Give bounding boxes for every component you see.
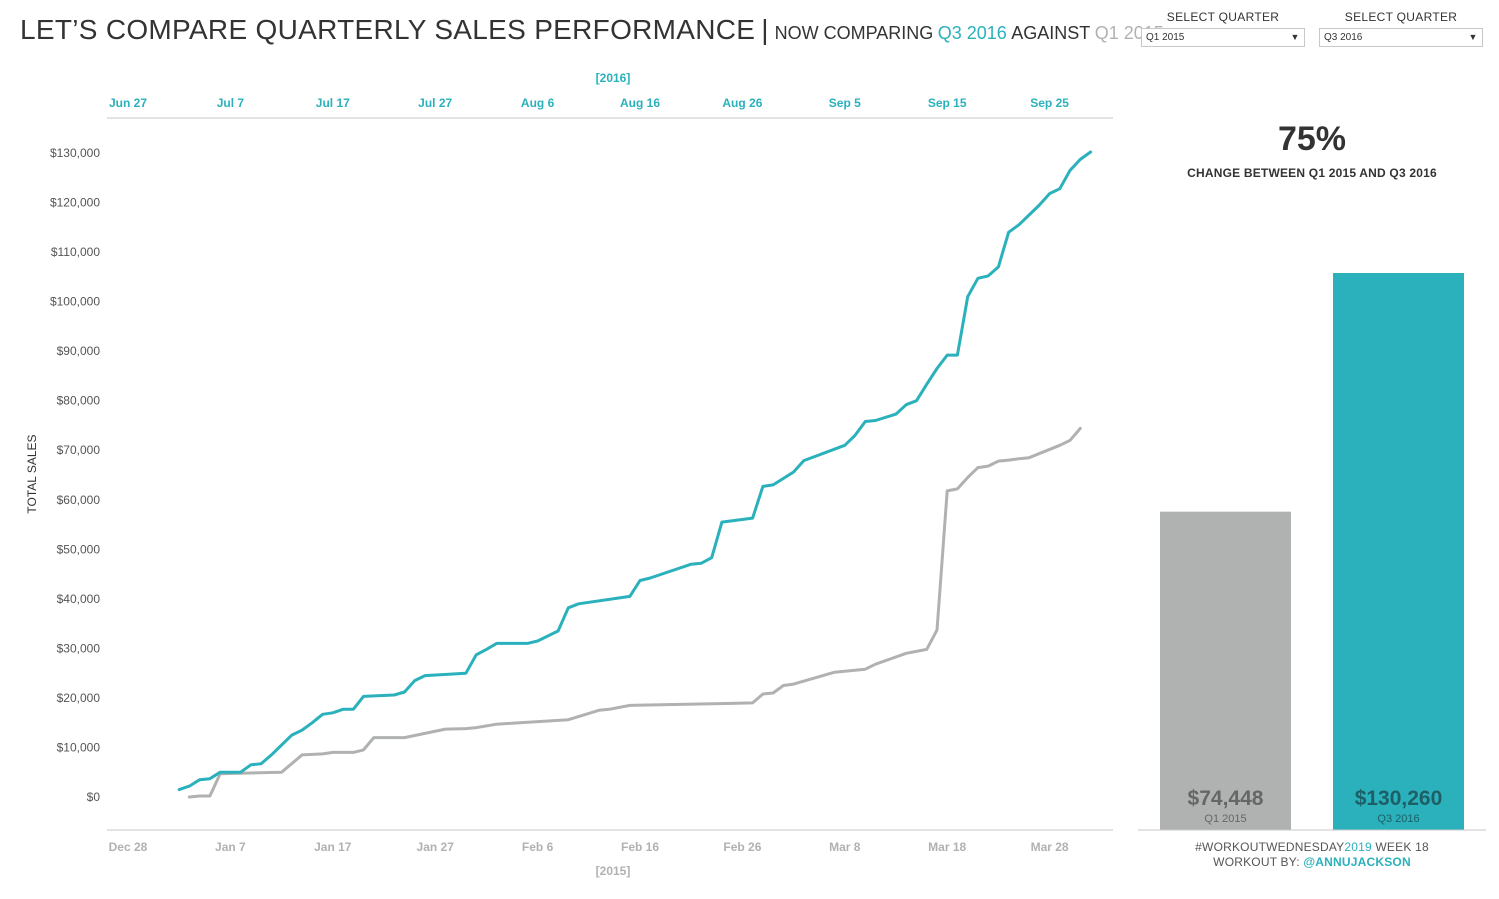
- top-x-tick-label: Jul 17: [316, 96, 350, 110]
- bottom-x-tick-label: Jan 7: [215, 840, 246, 854]
- quarter-total-bar-chart: $74,448 Q1 2015 $130,260 Q3 2016: [1138, 273, 1486, 831]
- bottom-x-tick-label: Feb 26: [723, 840, 761, 854]
- credits: #WORKOUTWEDNESDAY2019 WEEK 18 WORKOUT BY…: [1140, 840, 1484, 870]
- credits-line-1: #WORKOUTWEDNESDAY2019 WEEK 18: [1140, 840, 1484, 855]
- subtitle-mid: AGAINST: [1011, 23, 1091, 43]
- bottom-x-tick-label: Feb 6: [522, 840, 554, 854]
- current-quarter-value: Q3 2016: [1324, 32, 1363, 43]
- top-x-tick-label: Aug 6: [521, 96, 555, 110]
- bar-value-label: $74,448: [1188, 787, 1264, 810]
- bottom-x-tick-label: Mar 28: [1031, 840, 1069, 854]
- y-tick-label: $90,000: [57, 344, 101, 358]
- cumulative-sales-line-chart: $0 $10,000 $20,000 $30,000 $40,000 $50,000 $60…: [25, 71, 1113, 878]
- top-x-tick-label: Jul 27: [418, 96, 452, 110]
- bottom-x-tick-label: Dec 28: [109, 840, 148, 854]
- y-axis-label: TOTAL SALES: [25, 434, 39, 513]
- bottom-x-tick-label: Jan 27: [417, 840, 455, 854]
- series-line-compare-quarter: [187, 426, 1082, 799]
- bar-category-label: Q3 2016: [1377, 813, 1419, 825]
- bottom-x-tick-label: Mar 8: [829, 840, 861, 854]
- y-tick-label: $10,000: [57, 740, 101, 754]
- hashtag: #WORKOUTWEDNESDAY: [1195, 840, 1345, 854]
- select-quarter-label: SELECT QUARTER: [1166, 10, 1280, 24]
- dashboard-title: LET’S COMPARE QUARTERLY SALES PERFORMANC…: [20, 14, 1164, 46]
- subtitle-prefix: NOW COMPARING: [774, 23, 934, 43]
- compare-quarter-selector: SELECT QUARTER Q1 2015 ▼: [1141, 10, 1305, 47]
- top-x-tick-label: Sep 15: [928, 96, 967, 110]
- y-tick-label: $60,000: [57, 493, 101, 507]
- bottom-x-tick-label: Mar 18: [928, 840, 966, 854]
- compare-quarter-value: Q1 2015: [1146, 32, 1185, 43]
- author-prefix: WORKOUT BY:: [1213, 855, 1304, 869]
- bar-compare-quarter: [1160, 511, 1291, 830]
- kpi-percent-change: 75%: [1277, 120, 1347, 158]
- bottom-x-tick-label: Jan 17: [314, 840, 352, 854]
- kpi-label: CHANGE BETWEEN Q1 2015 AND Q3 2016: [1187, 166, 1437, 180]
- y-tick-label: $110,000: [51, 245, 100, 259]
- hashtag-year: 2019: [1344, 840, 1372, 854]
- top-x-tick-label: Sep 25: [1030, 96, 1069, 110]
- y-tick-label: $70,000: [57, 443, 101, 457]
- top-x-tick-label: Aug 16: [620, 96, 660, 110]
- author-handle-link[interactable]: @ANNUJACKSON: [1303, 855, 1411, 869]
- y-tick-label: $0: [87, 790, 101, 804]
- hashtag-week: WEEK 18: [1371, 840, 1429, 854]
- y-tick-label: $20,000: [57, 691, 101, 705]
- y-tick-label: $30,000: [57, 641, 101, 655]
- bar-value-label: $130,260: [1355, 787, 1443, 810]
- bar-category-label: Q1 2015: [1204, 813, 1246, 825]
- select-quarter-label: SELECT QUARTER: [1344, 10, 1458, 24]
- top-x-tick-label: Jun 27: [109, 96, 147, 110]
- y-tick-label: $40,000: [57, 592, 101, 606]
- chevron-down-icon[interactable]: ▼: [1468, 32, 1478, 42]
- top-axis-year-label: [2016]: [596, 71, 631, 85]
- title-separator: |: [761, 14, 769, 45]
- y-tick-label: $50,000: [57, 542, 101, 556]
- top-x-tick-label: Jul 7: [217, 96, 245, 110]
- page-title: LET’S COMPARE QUARTERLY SALES PERFORMANC…: [20, 14, 756, 45]
- bottom-x-tick-label: Feb 16: [621, 840, 659, 854]
- current-quarter-dropdown[interactable]: Q3 2016 ▼: [1319, 28, 1483, 47]
- current-quarter-selector: SELECT QUARTER Q3 2016 ▼: [1319, 10, 1483, 47]
- subtitle-current-quarter: Q3 2016: [937, 23, 1007, 43]
- credits-line-2: WORKOUT BY: @ANNUJACKSON: [1140, 855, 1484, 870]
- bar-current-quarter: [1333, 273, 1464, 830]
- top-x-tick-label: Aug 26: [722, 96, 762, 110]
- y-tick-label: $100,000: [50, 295, 100, 309]
- bottom-axis-year-label: [2015]: [596, 864, 631, 878]
- chevron-down-icon[interactable]: ▼: [1290, 32, 1300, 42]
- y-tick-label: $130,000: [50, 146, 100, 160]
- series-line-current-quarter: [177, 150, 1093, 792]
- compare-quarter-dropdown[interactable]: Q1 2015 ▼: [1141, 28, 1305, 47]
- y-tick-label: $80,000: [57, 394, 101, 408]
- top-x-tick-label: Sep 5: [829, 96, 861, 110]
- y-tick-label: $120,000: [50, 196, 100, 210]
